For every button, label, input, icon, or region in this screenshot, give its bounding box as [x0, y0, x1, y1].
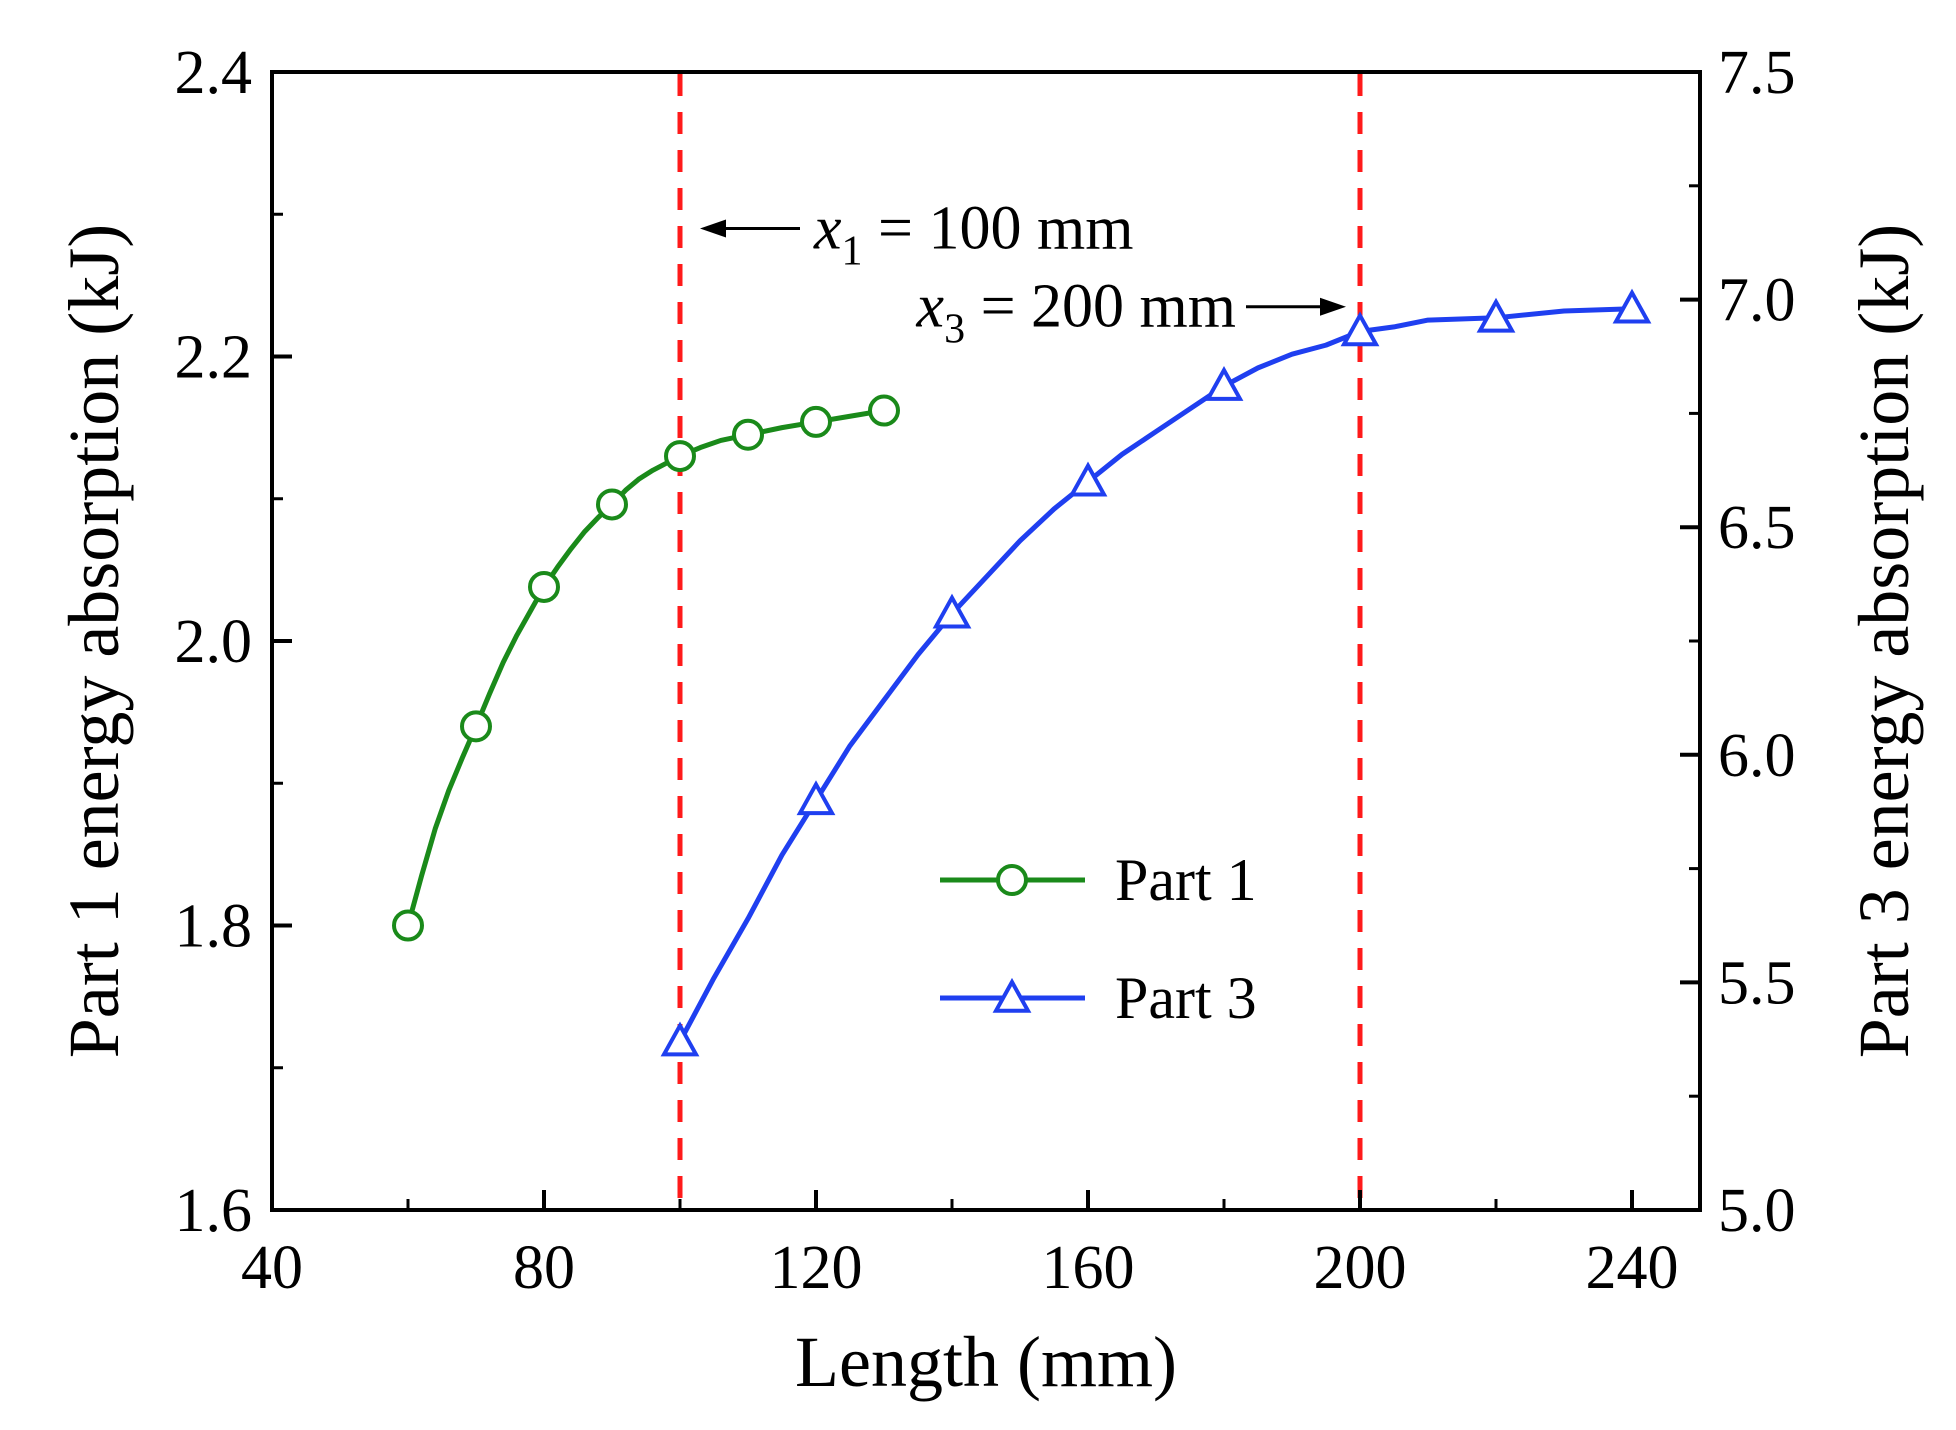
- part-3-point: [1612, 288, 1652, 324]
- legend-part-3-label: Part 3: [1115, 965, 1257, 1031]
- x-axis-title: Length (mm): [795, 1322, 1177, 1402]
- y-left-tick-label: 2.0: [175, 608, 253, 676]
- annotation-text: = 100 mm: [863, 194, 1134, 262]
- x-tick-label: 80: [513, 1234, 575, 1302]
- y-right-tick-label: 5.5: [1718, 949, 1796, 1017]
- annotation-subscript: 1: [842, 228, 863, 274]
- x-tick-label: 160: [1042, 1234, 1135, 1302]
- annotation-x3: x3 = 200 mm: [916, 273, 1236, 353]
- y-right-tick-label: 5.0: [1718, 1177, 1796, 1245]
- part-1-line: [405, 408, 885, 927]
- x-tick-label: 200: [1314, 1234, 1407, 1302]
- part-1-point: [392, 909, 424, 942]
- x-tick-label: 240: [1586, 1234, 1679, 1302]
- part-3-point: [796, 780, 836, 816]
- part-1-point: [868, 394, 900, 427]
- tick-layer: 40 80 120 160 200 240 1.6 1.8 2.0 2.2 2.4 5.0 5.5 6.0…: [175, 39, 1796, 1302]
- y-right-tick-label: 6.0: [1718, 722, 1796, 790]
- y-right-tick-label: 6.5: [1718, 494, 1796, 562]
- part-3-point: [660, 1021, 700, 1057]
- legend-part-3-marker: [992, 977, 1032, 1013]
- y-right-tick-label: 7.0: [1718, 267, 1796, 335]
- y-left-tick-label: 1.6: [175, 1177, 253, 1245]
- annotation-var: x: [813, 194, 842, 262]
- y-left-tick-label: 1.8: [175, 893, 253, 961]
- legend: Part 1 Part 3: [940, 847, 1257, 1031]
- annotation-text: = 200 mm: [965, 273, 1236, 341]
- part-3-point: [932, 593, 972, 629]
- y-axis-left-title: Part 1 energy absorption (kJ): [54, 224, 134, 1059]
- part-1-point: [528, 570, 560, 603]
- annotation-x1: x1 = 100 mm: [813, 194, 1133, 274]
- legend-part-1-label: Part 1: [1115, 847, 1257, 913]
- y-right-tick-label: 7.5: [1718, 39, 1796, 107]
- part-1-point: [596, 488, 628, 521]
- part-3-point: [1204, 365, 1244, 401]
- series-layer: [392, 288, 1652, 1057]
- legend-part-1-marker: [996, 864, 1028, 896]
- annotation-arrow-head: [1320, 297, 1346, 316]
- y-left-tick-label: 2.4: [175, 39, 253, 107]
- part-1-point: [664, 440, 696, 473]
- y-left-tick-label: 2.2: [175, 324, 253, 392]
- annotation-subscript: 3: [944, 307, 965, 353]
- annotation-arrow-head: [700, 219, 726, 238]
- part-1-point: [460, 710, 492, 743]
- part-3-point: [1476, 297, 1516, 333]
- part-1-point: [732, 418, 764, 451]
- x-tick-label: 40: [241, 1234, 303, 1302]
- annotation-var: x: [916, 273, 945, 341]
- part-3-point: [1068, 461, 1108, 497]
- y-axis-right-title: Part 3 energy absorption (kJ): [1844, 224, 1924, 1059]
- part-1-point: [800, 405, 832, 438]
- part-3-point: [1340, 311, 1380, 347]
- x-tick-label: 120: [770, 1234, 863, 1302]
